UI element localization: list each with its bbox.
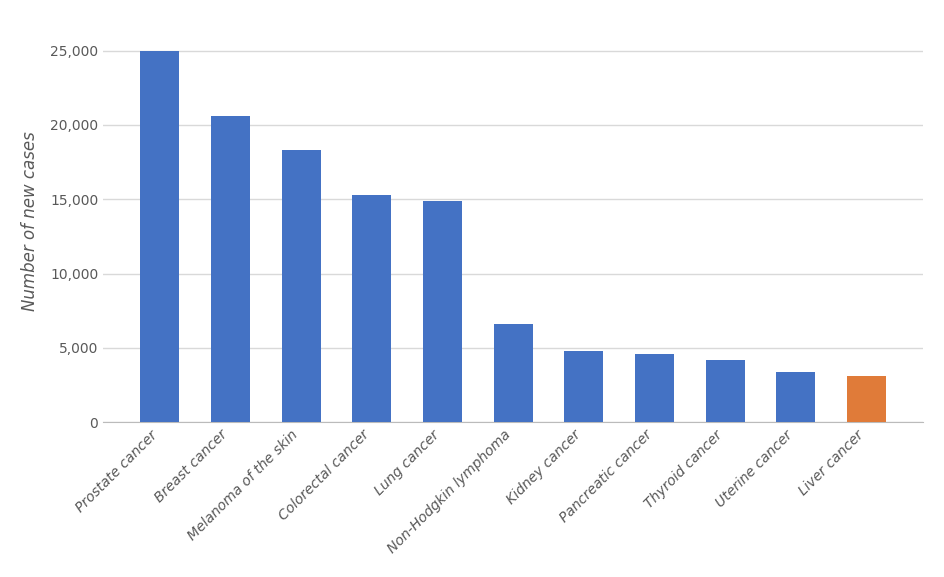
Bar xyxy=(635,354,674,422)
Y-axis label: Number of new cases: Number of new cases xyxy=(21,132,39,312)
Bar xyxy=(565,351,603,422)
Bar xyxy=(847,376,885,422)
Bar xyxy=(494,324,532,422)
Bar xyxy=(211,116,250,422)
Bar xyxy=(706,359,745,422)
Bar xyxy=(352,195,391,422)
Bar xyxy=(776,372,816,422)
Bar xyxy=(423,201,462,422)
Bar xyxy=(141,51,179,422)
Bar xyxy=(281,150,321,422)
